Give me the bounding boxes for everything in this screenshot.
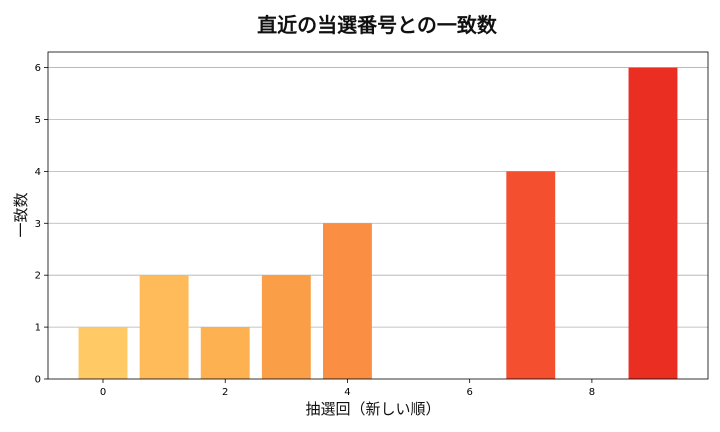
x-tick-label: 0 — [100, 387, 106, 398]
y-tick-label: 0 — [35, 375, 41, 386]
y-axis-ticks: 0 1 2 3 4 5 6 — [35, 63, 48, 386]
bar — [78, 327, 128, 379]
y-tick-label: 5 — [35, 115, 41, 126]
x-axis-ticks: 0 2 4 6 8 — [100, 379, 595, 398]
y-tick-label: 3 — [35, 219, 41, 230]
x-tick-label: 6 — [466, 387, 472, 398]
y-tick-label: 1 — [35, 323, 41, 334]
y-tick-label: 6 — [35, 63, 41, 74]
y-tick-label: 2 — [35, 271, 41, 282]
chart-title: 直近の当選番号との一致数 — [257, 13, 498, 37]
x-axis-label: 抽選回（新しい順） — [305, 400, 440, 418]
bar — [628, 67, 678, 380]
x-tick-label: 8 — [589, 387, 595, 398]
y-axis-label: 一致数 — [12, 192, 30, 237]
bar — [139, 275, 189, 379]
bars — [78, 67, 678, 380]
x-tick-label: 2 — [222, 387, 228, 398]
x-tick-label: 4 — [344, 387, 350, 398]
y-tick-label: 4 — [35, 167, 41, 178]
plot-frame — [47, 51, 709, 380]
bar — [506, 171, 556, 379]
bar — [200, 327, 250, 379]
bar — [323, 223, 372, 379]
bar — [261, 275, 311, 379]
